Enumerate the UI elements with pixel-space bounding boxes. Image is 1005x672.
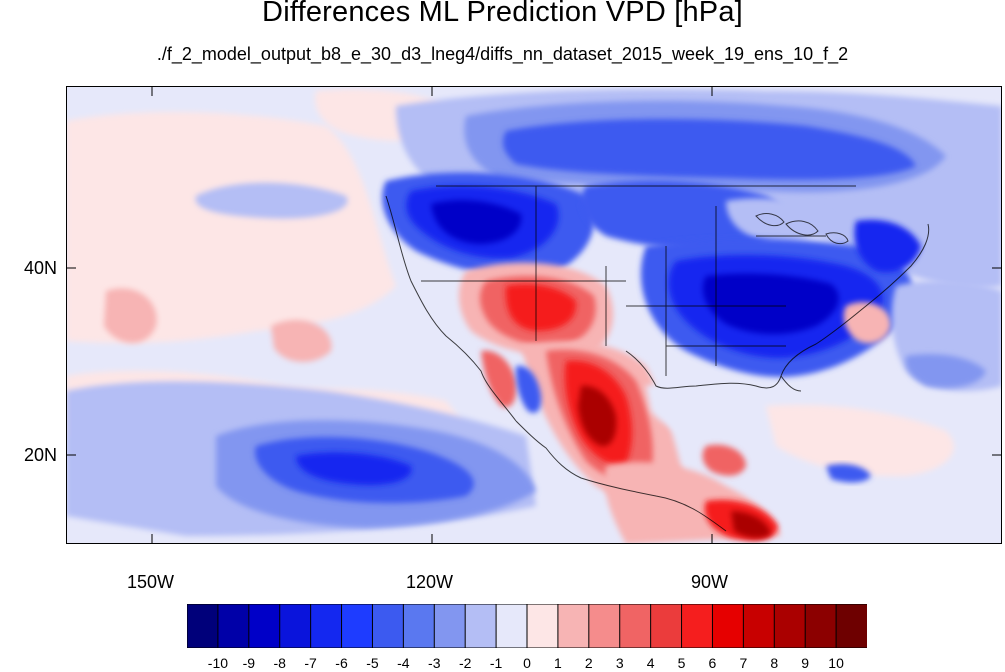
colorbar-swatch <box>371 603 405 649</box>
colorbar-tick-label: -7 <box>304 655 317 671</box>
colorbar-swatch <box>217 603 250 649</box>
canada-blue-core <box>503 119 916 180</box>
colorbar-tick-label: 5 <box>677 655 686 671</box>
pacific-pink-patch-1 <box>104 288 157 343</box>
colorbar-swatch <box>742 603 776 649</box>
colorbar-swatch <box>557 603 590 649</box>
caribbean-blue-dots <box>826 464 871 483</box>
colorbar-tick-label: 10 <box>828 655 844 671</box>
caribbean-pink <box>766 404 954 477</box>
colorbar-tick-label: -6 <box>335 655 348 671</box>
colorbar-swatch <box>773 603 807 649</box>
baja-red <box>481 350 517 408</box>
colorbar-tick-label: -1 <box>489 655 503 671</box>
colorbar-tick-label: 4 <box>646 655 655 671</box>
axis-ticks <box>66 86 1002 544</box>
colorbar-tick-label: -9 <box>242 655 256 671</box>
colorbar-swatch <box>186 603 219 649</box>
chart-title: Differences ML Prediction VPD [hPa] <box>262 0 743 28</box>
lon-label-150w: 150W <box>127 572 175 592</box>
pacific-pink-patch-2 <box>271 320 332 362</box>
northeast-us-blue <box>854 219 921 273</box>
colorbar-swatch <box>310 603 343 649</box>
map-border <box>66 86 1002 544</box>
northwest-us-darkest <box>431 200 522 244</box>
eastern-us-darkest <box>702 273 839 335</box>
colorbar-swatch <box>835 603 869 649</box>
colorbar-tick-label: 3 <box>615 655 624 671</box>
colorbar-tick-label: 0 <box>523 655 531 671</box>
colorbar-tick-label: 8 <box>770 655 779 671</box>
pacific-positive-band-north <box>66 111 396 343</box>
colorbar-swatch <box>248 603 281 649</box>
colorbar-swatch <box>526 603 559 649</box>
atlantic-blue-patch <box>905 354 986 388</box>
colorbar-tick-label: 1 <box>554 655 562 671</box>
map-panel <box>66 86 1002 544</box>
colorbar-tick-label: 6 <box>708 655 717 671</box>
colorbar-swatch <box>279 603 312 649</box>
colorbar <box>186 603 869 649</box>
lat-label-20n: 20N <box>24 445 58 465</box>
pacific-blue-deep <box>296 452 412 486</box>
colorbar-swatch <box>464 603 498 649</box>
great-lakes-light <box>726 198 831 243</box>
colorbar-swatch <box>711 603 745 649</box>
mexico-darkest-red <box>578 385 617 447</box>
colorbar-swatch <box>433 603 467 649</box>
colorbar-swatch <box>495 603 528 649</box>
colorbar-swatch <box>681 603 714 649</box>
colorbar-swatch <box>588 603 621 649</box>
colorbar-swatch <box>619 603 652 649</box>
southwest-us-core <box>505 284 577 331</box>
colorbar-tick-label: -8 <box>273 655 286 671</box>
colorbar-tick-label: 9 <box>801 655 810 671</box>
colorbar-tick-label: 7 <box>739 655 748 671</box>
vpd-difference-map <box>66 86 1002 544</box>
colorbar-tick-label: -5 <box>366 655 379 671</box>
colorbar-tick-label: -2 <box>458 655 472 671</box>
east-atlantic-pink <box>843 302 891 344</box>
northern-plains-blue <box>581 180 785 250</box>
gulf-of-mexico-light <box>646 381 789 446</box>
colorbar-tick-label: -10 <box>207 655 229 671</box>
lat-label-40n: 40N <box>24 258 58 278</box>
chart-subtitle: ./f_2_model_output_b8_e_30_d3_lneg4/diff… <box>156 44 849 64</box>
colorbar-swatch <box>341 603 374 649</box>
pacific-blue-patch-north <box>195 182 348 219</box>
coastlines <box>385 185 930 532</box>
gulf-california-blue <box>515 365 542 413</box>
great-lakes-outline <box>755 213 849 245</box>
colorbar-tick-label: 2 <box>584 655 593 671</box>
colorbar-swatch <box>402 603 436 649</box>
colorbar-swatch <box>650 603 683 649</box>
caribbean-red-patch <box>702 444 746 476</box>
colorbar-swatch <box>804 603 838 649</box>
colorbar-tick-label: -4 <box>397 655 410 671</box>
colorbar-tick-label: -3 <box>428 655 441 671</box>
lon-label-120w: 120W <box>406 572 454 592</box>
lon-label-90w: 90W <box>691 572 729 592</box>
central-america-darkest <box>731 511 771 538</box>
